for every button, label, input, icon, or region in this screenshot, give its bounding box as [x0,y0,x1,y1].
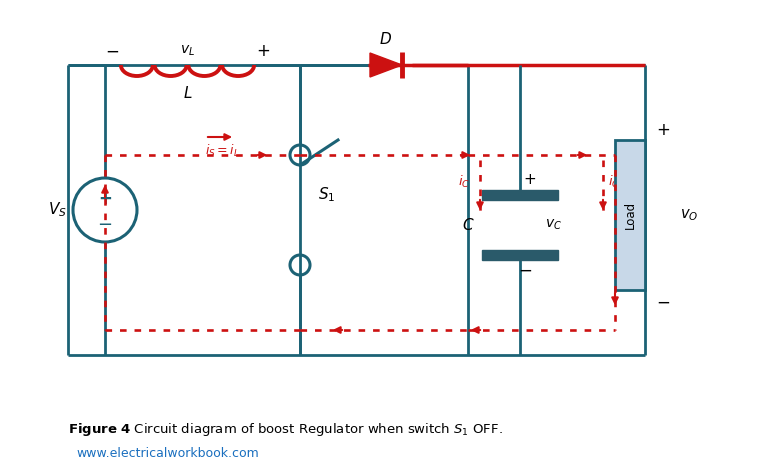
Text: $D$: $D$ [379,31,392,47]
Text: $+$: $+$ [256,42,270,60]
Text: $-$: $-$ [105,42,119,60]
Text: $L$: $L$ [183,85,192,101]
Text: $+$: $+$ [524,172,537,188]
Text: $-$: $-$ [518,261,532,279]
Text: $S_1$: $S_1$ [318,186,336,204]
Text: $v_C$: $v_C$ [545,218,562,232]
Text: +: + [656,121,670,139]
Text: www.electricalworkbook.com: www.electricalworkbook.com [77,447,260,460]
Bar [615,140,645,290]
Text: +: + [98,190,112,208]
Text: $V_S$: $V_S$ [48,200,66,219]
Text: $\mathbf{Figure\ 4}$ Circuit diagram of boost Regulator when switch $S_1$ OFF.: $\mathbf{Figure\ 4}$ Circuit diagram of … [68,421,502,438]
Text: $i_S = i_L$: $i_S = i_L$ [205,143,240,159]
Text: $-$: $-$ [656,293,670,311]
Text: $v_O$: $v_O$ [680,207,698,223]
Text: $i_C$: $i_C$ [458,174,470,190]
Text: $i_O$: $i_O$ [608,174,621,190]
Bar [482,190,558,200]
Text: $C$: $C$ [462,217,475,233]
Text: $v_L$: $v_L$ [180,44,195,58]
Text: Load: Load [624,201,637,229]
Text: $-$: $-$ [98,214,113,232]
Bar [482,250,558,260]
Polygon shape [370,53,402,77]
